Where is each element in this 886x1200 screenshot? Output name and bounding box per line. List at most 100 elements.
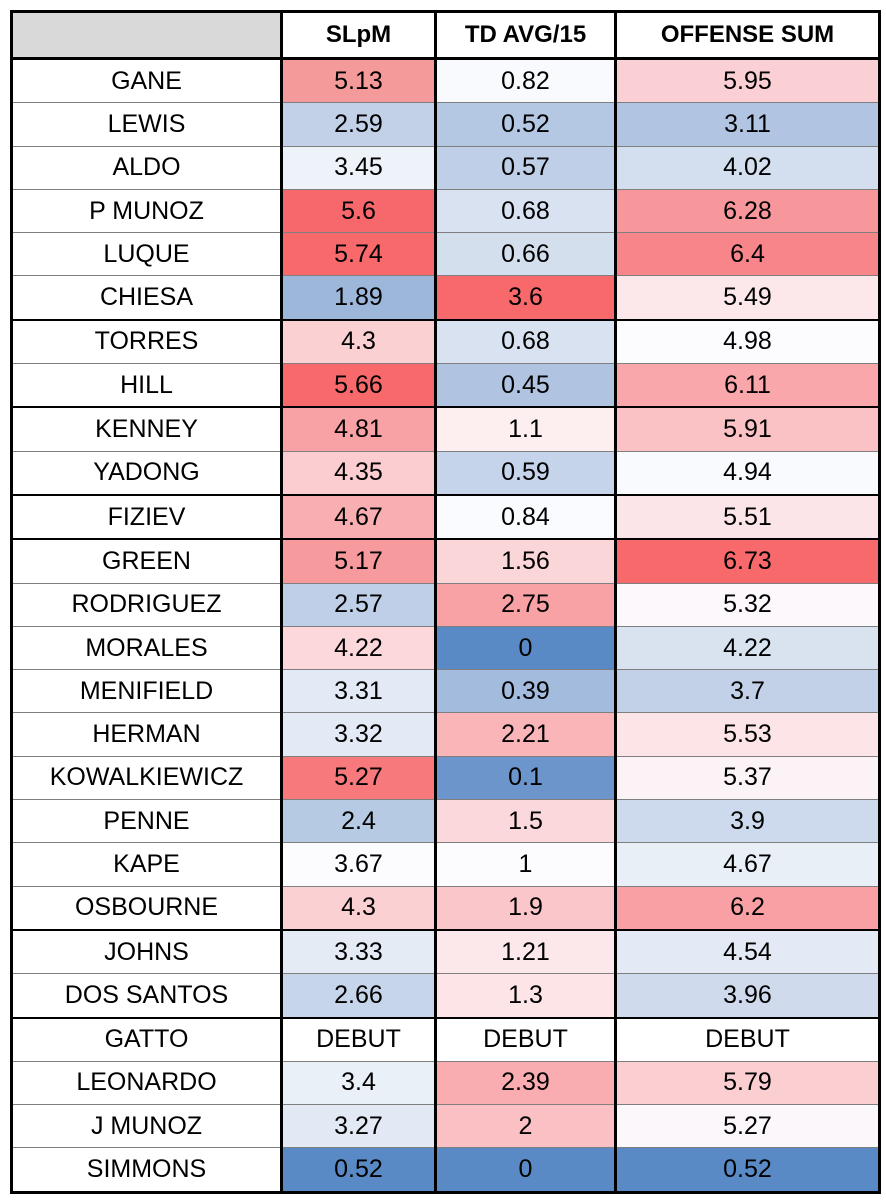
fighter-name-cell[interactable]: LEONARDO bbox=[11, 1060, 282, 1106]
fighter-name-cell[interactable]: GREEN bbox=[11, 538, 282, 584]
slpm-cell[interactable]: 3.4 bbox=[280, 1060, 437, 1106]
td-avg-cell[interactable]: 0 bbox=[435, 625, 616, 671]
fighter-name-cell[interactable]: DOS SANTOS bbox=[11, 973, 282, 1019]
offense-sum-cell[interactable]: 4.22 bbox=[614, 625, 880, 671]
fighter-name-cell[interactable]: J MUNOZ bbox=[11, 1104, 282, 1149]
td-avg-cell[interactable]: 1.5 bbox=[435, 799, 616, 844]
slpm-cell[interactable]: 4.67 bbox=[280, 493, 437, 540]
offense-sum-cell[interactable]: 5.32 bbox=[614, 582, 880, 627]
td-avg-cell[interactable]: 0.66 bbox=[435, 232, 616, 277]
td-avg-cell[interactable]: 1.21 bbox=[435, 928, 616, 975]
slpm-cell[interactable]: 5.66 bbox=[280, 363, 437, 408]
fighter-name-cell[interactable]: OSBOURNE bbox=[11, 885, 282, 931]
fighter-name-cell[interactable]: YADONG bbox=[11, 450, 282, 496]
offense-sum-cell[interactable]: 6.28 bbox=[614, 188, 880, 234]
fighter-name-cell[interactable]: KENNEY bbox=[11, 406, 282, 452]
slpm-cell[interactable]: 3.33 bbox=[280, 928, 437, 975]
td-avg-cell[interactable]: 2 bbox=[435, 1104, 616, 1149]
offense-sum-cell[interactable]: 3.9 bbox=[614, 799, 880, 844]
slpm-cell[interactable]: 1.89 bbox=[280, 275, 437, 321]
header-slpm[interactable]: SLpM bbox=[280, 11, 437, 60]
fighter-name-cell[interactable]: SIMMONS bbox=[11, 1147, 282, 1193]
header-offense-sum[interactable]: OFFENSE SUM bbox=[614, 11, 880, 60]
td-avg-cell[interactable]: 0.68 bbox=[435, 318, 616, 365]
fighter-name-cell[interactable]: MENIFIELD bbox=[11, 669, 282, 714]
fighter-name-cell[interactable]: JOHNS bbox=[11, 928, 282, 975]
slpm-cell[interactable]: 0.52 bbox=[280, 1147, 437, 1193]
offense-sum-cell[interactable]: DEBUT bbox=[614, 1016, 880, 1062]
slpm-cell[interactable]: 2.4 bbox=[280, 799, 437, 844]
td-avg-cell[interactable]: 0.68 bbox=[435, 188, 616, 234]
td-avg-cell[interactable]: 0.84 bbox=[435, 493, 616, 540]
fighter-name-cell[interactable]: GATTO bbox=[11, 1016, 282, 1062]
td-avg-cell[interactable]: 1 bbox=[435, 842, 616, 887]
slpm-cell[interactable]: 3.67 bbox=[280, 842, 437, 887]
offense-sum-cell[interactable]: 5.53 bbox=[614, 712, 880, 757]
td-avg-cell[interactable]: 0 bbox=[435, 1147, 616, 1193]
offense-sum-cell[interactable]: 4.94 bbox=[614, 450, 880, 496]
slpm-cell[interactable]: 2.59 bbox=[280, 102, 437, 147]
td-avg-cell[interactable]: DEBUT bbox=[435, 1016, 616, 1062]
td-avg-cell[interactable]: 1.1 bbox=[435, 406, 616, 452]
offense-sum-cell[interactable]: 4.54 bbox=[614, 928, 880, 975]
td-avg-cell[interactable]: 2.39 bbox=[435, 1060, 616, 1106]
slpm-cell[interactable]: 5.27 bbox=[280, 755, 437, 801]
slpm-cell[interactable]: 4.3 bbox=[280, 885, 437, 931]
slpm-cell[interactable]: 3.31 bbox=[280, 669, 437, 714]
offense-sum-cell[interactable]: 5.49 bbox=[614, 275, 880, 321]
slpm-cell[interactable]: 5.74 bbox=[280, 232, 437, 277]
offense-sum-cell[interactable]: 0.52 bbox=[614, 1147, 880, 1193]
td-avg-cell[interactable]: 0.57 bbox=[435, 145, 616, 190]
td-avg-cell[interactable]: 0.82 bbox=[435, 57, 616, 104]
offense-sum-cell[interactable]: 4.98 bbox=[614, 318, 880, 365]
offense-sum-cell[interactable]: 5.79 bbox=[614, 1060, 880, 1106]
td-avg-cell[interactable]: 1.56 bbox=[435, 538, 616, 584]
fighter-name-cell[interactable]: KAPE bbox=[11, 842, 282, 887]
td-avg-cell[interactable]: 3.6 bbox=[435, 275, 616, 321]
fighter-name-cell[interactable]: HERMAN bbox=[11, 712, 282, 757]
offense-sum-cell[interactable]: 5.51 bbox=[614, 493, 880, 540]
td-avg-cell[interactable]: 2.21 bbox=[435, 712, 616, 757]
slpm-cell[interactable]: 4.35 bbox=[280, 450, 437, 496]
offense-sum-cell[interactable]: 6.11 bbox=[614, 363, 880, 408]
td-avg-cell[interactable]: 2.75 bbox=[435, 582, 616, 627]
offense-sum-cell[interactable]: 4.67 bbox=[614, 842, 880, 887]
td-avg-cell[interactable]: 0.39 bbox=[435, 669, 616, 714]
slpm-cell[interactable]: 4.3 bbox=[280, 318, 437, 365]
offense-sum-cell[interactable]: 5.91 bbox=[614, 406, 880, 452]
td-avg-cell[interactable]: 0.52 bbox=[435, 102, 616, 147]
offense-sum-cell[interactable]: 4.02 bbox=[614, 145, 880, 190]
slpm-cell[interactable]: 3.45 bbox=[280, 145, 437, 190]
fighter-name-cell[interactable]: RODRIGUEZ bbox=[11, 582, 282, 627]
slpm-cell[interactable]: 4.22 bbox=[280, 625, 437, 671]
fighter-name-cell[interactable]: KOWALKIEWICZ bbox=[11, 755, 282, 801]
fighter-name-cell[interactable]: LUQUE bbox=[11, 232, 282, 277]
td-avg-cell[interactable]: 0.59 bbox=[435, 450, 616, 496]
fighter-name-cell[interactable]: CHIESA bbox=[11, 275, 282, 321]
slpm-cell[interactable]: 3.27 bbox=[280, 1104, 437, 1149]
slpm-cell[interactable]: 5.13 bbox=[280, 57, 437, 104]
offense-sum-cell[interactable]: 6.73 bbox=[614, 538, 880, 584]
slpm-cell[interactable]: 4.81 bbox=[280, 406, 437, 452]
offense-sum-cell[interactable]: 5.27 bbox=[614, 1104, 880, 1149]
fighter-name-cell[interactable]: TORRES bbox=[11, 318, 282, 365]
header-td-avg[interactable]: TD AVG/15 bbox=[435, 11, 616, 60]
offense-sum-cell[interactable]: 3.7 bbox=[614, 669, 880, 714]
slpm-cell[interactable]: 2.57 bbox=[280, 582, 437, 627]
offense-sum-cell[interactable]: 6.4 bbox=[614, 232, 880, 277]
offense-sum-cell[interactable]: 3.11 bbox=[614, 102, 880, 147]
slpm-cell[interactable]: 3.32 bbox=[280, 712, 437, 757]
fighter-name-cell[interactable]: PENNE bbox=[11, 799, 282, 844]
fighter-name-cell[interactable]: LEWIS bbox=[11, 102, 282, 147]
fighter-name-cell[interactable]: P MUNOZ bbox=[11, 188, 282, 234]
td-avg-cell[interactable]: 0.45 bbox=[435, 363, 616, 408]
slpm-cell[interactable]: 2.66 bbox=[280, 973, 437, 1019]
offense-sum-cell[interactable]: 3.96 bbox=[614, 973, 880, 1019]
header-corner[interactable] bbox=[11, 11, 282, 60]
offense-sum-cell[interactable]: 6.2 bbox=[614, 885, 880, 931]
fighter-name-cell[interactable]: HILL bbox=[11, 363, 282, 408]
offense-sum-cell[interactable]: 5.95 bbox=[614, 57, 880, 104]
slpm-cell[interactable]: 5.6 bbox=[280, 188, 437, 234]
td-avg-cell[interactable]: 0.1 bbox=[435, 755, 616, 801]
offense-sum-cell[interactable]: 5.37 bbox=[614, 755, 880, 801]
